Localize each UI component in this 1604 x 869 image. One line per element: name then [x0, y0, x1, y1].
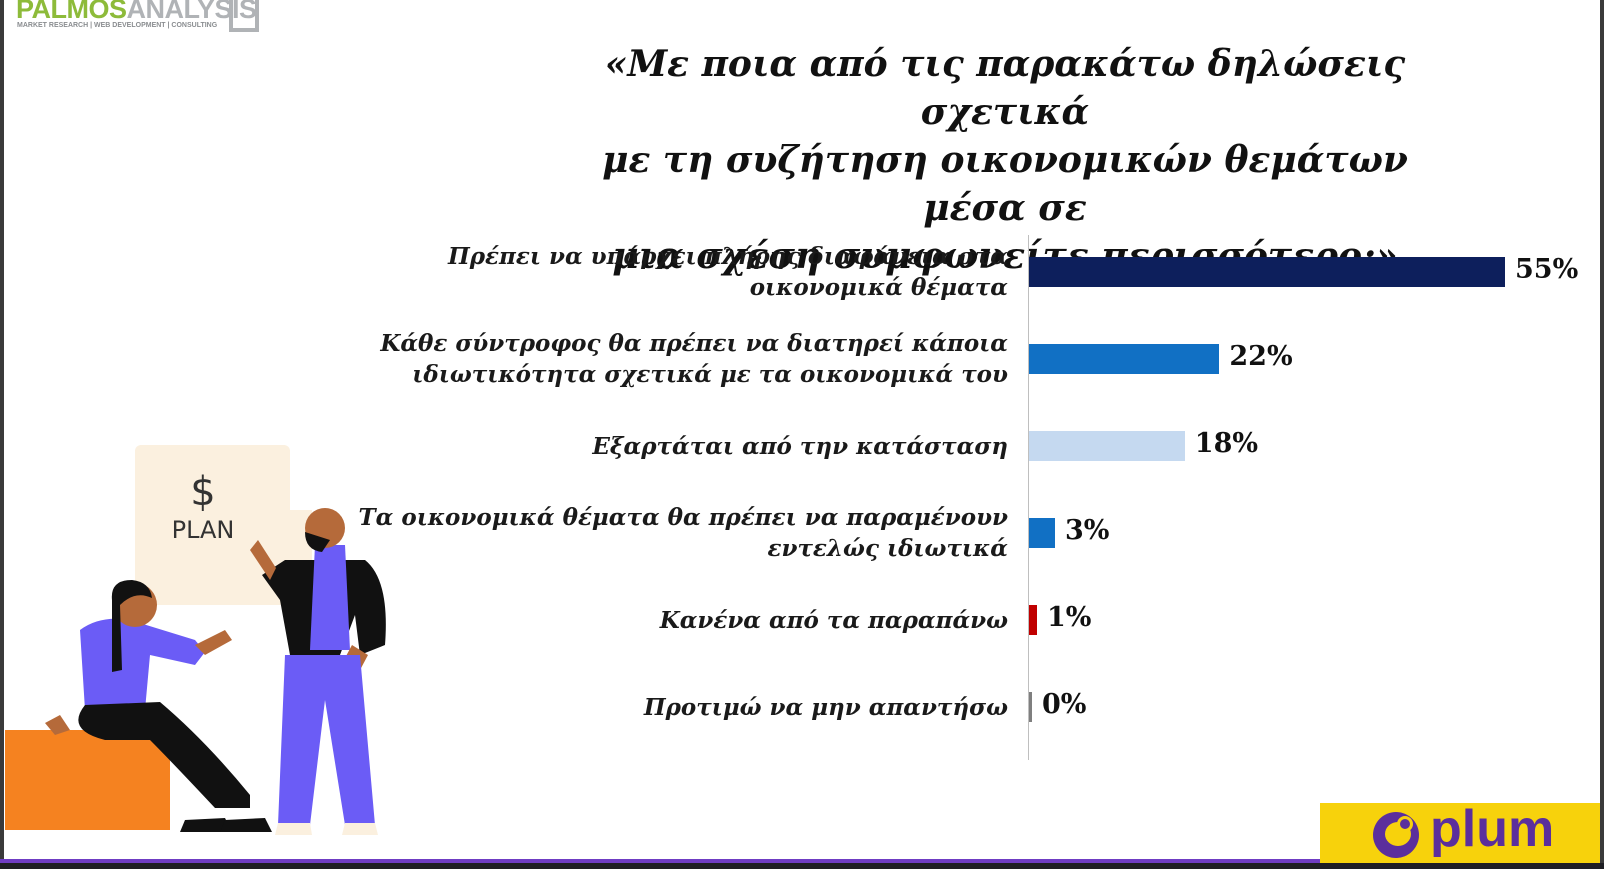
category-label: Τα οικονομικά θέματα θα πρέπει να παραμέ…	[358, 504, 1008, 562]
logo-name-part1: PALMOS	[16, 0, 127, 24]
woman-top	[80, 618, 205, 710]
plum-brand-badge: plum	[1320, 800, 1600, 863]
value-label: 1%	[1047, 602, 1092, 633]
seat-block	[5, 730, 170, 830]
plum-brand-name: plum	[1430, 800, 1555, 858]
value-label: 55%	[1515, 254, 1579, 285]
frame-bottom-border	[0, 863, 1604, 869]
bar	[1029, 692, 1032, 722]
logo-name-part2: ANALYSIS	[126, 0, 258, 24]
category-label: Κανένα από τα παραπάνω	[659, 606, 1008, 634]
category-axis-line	[1028, 235, 1029, 760]
bar	[1029, 605, 1037, 635]
plan-sign-board	[135, 445, 290, 605]
category-label: Κάθε σύντροφος θα πρέπει να διατηρεί κάπ…	[380, 330, 1008, 388]
accent-stripe	[0, 859, 1330, 863]
category-label: Εξαρτάται από την κατάσταση	[592, 432, 1008, 460]
category-label: Πρέπει να υπάρχει πλήρης διαφάνεια στα ο…	[448, 243, 1008, 301]
plan-sign-symbol: $	[190, 469, 215, 515]
bar	[1029, 431, 1185, 461]
category-label: Προτιμώ να μην απαντήσω	[643, 693, 1008, 721]
plum-logo-icon	[1373, 812, 1419, 858]
frame-left-border	[0, 0, 4, 869]
logo-name: PALMOSANALYSIS	[16, 0, 257, 25]
value-label: 22%	[1229, 341, 1293, 372]
bar	[1029, 344, 1220, 374]
bar	[1029, 257, 1505, 287]
palmos-analysis-logo: PALMOSANALYSIS MARKET RESEARCH | WEB DEV…	[16, 0, 266, 40]
value-label: 3%	[1064, 515, 1110, 546]
chart-title: «Με ποια από τις παρακάτω δηλώσεις σχετι…	[602, 43, 1408, 277]
bar	[1029, 518, 1055, 548]
logo-tagline: MARKET RESEARCH | WEB DEVELOPMENT | CONS…	[17, 22, 218, 29]
logo-box-icon	[229, 0, 259, 32]
value-label: 18%	[1194, 428, 1259, 459]
plan-sign-text: PLAN	[172, 516, 235, 544]
value-label: 0%	[1042, 689, 1087, 720]
frame-right-border	[1600, 0, 1604, 869]
people-planning-illustration: $ PLAN	[5, 445, 386, 835]
man-trousers	[278, 655, 375, 825]
